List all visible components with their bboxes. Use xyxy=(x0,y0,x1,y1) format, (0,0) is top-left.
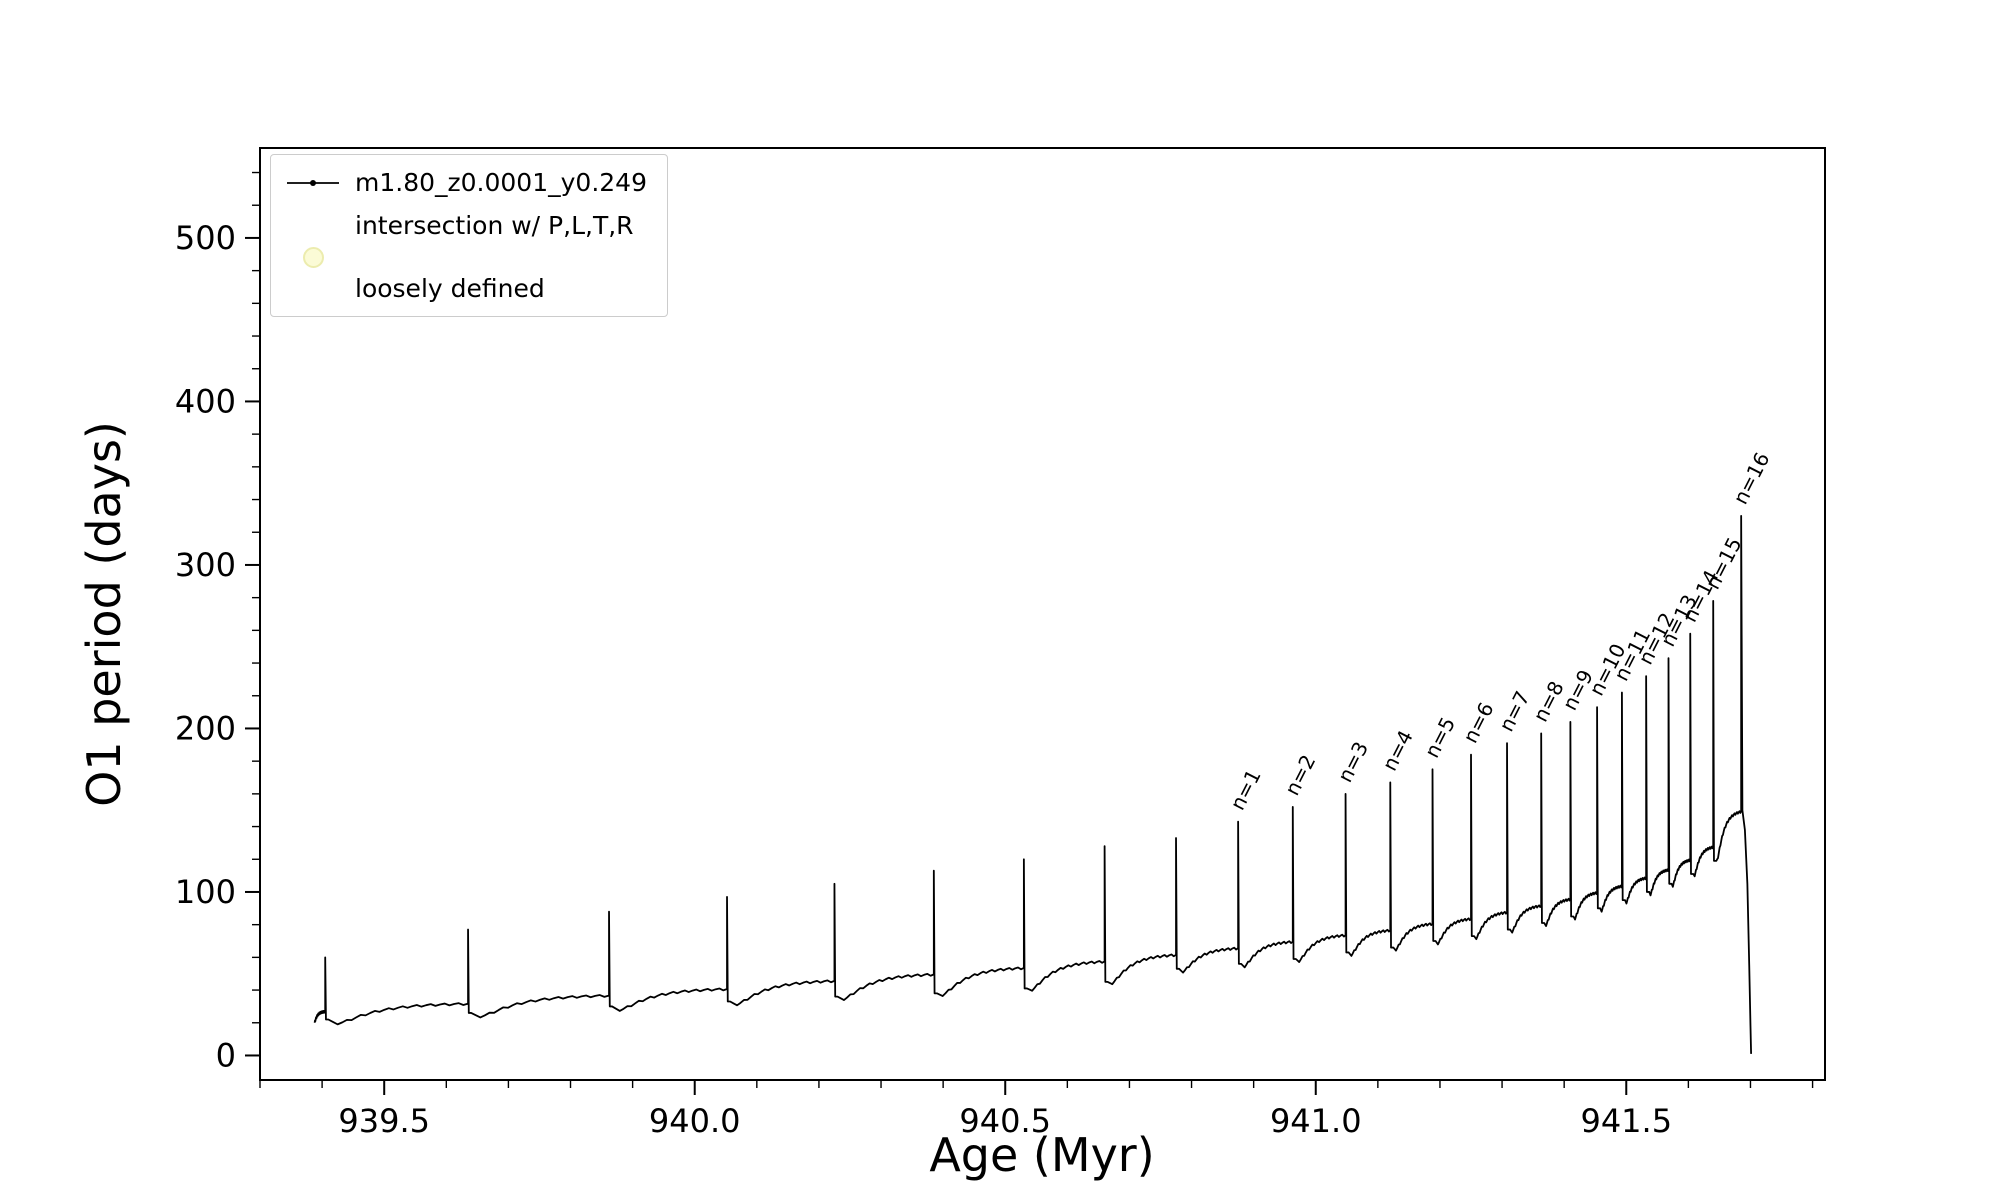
legend-entry-intersection: intersection w/ P,L,T,R loosely defined xyxy=(285,210,647,304)
spike-annotation: n=16 xyxy=(1728,448,1774,508)
x-tick-label: 940.0 xyxy=(649,1102,741,1140)
y-tick-label: 200 xyxy=(175,709,236,747)
legend-line-dot-marker-icon xyxy=(285,174,341,192)
spike-annotation: n=2 xyxy=(1280,751,1321,799)
legend-series-label: m1.80_z0.0001_y0.249 xyxy=(355,168,647,197)
y-tick-label: 500 xyxy=(175,219,236,257)
spike-annotation: n=15 xyxy=(1700,533,1746,593)
legend-circle-marker-icon xyxy=(285,246,341,268)
spike-annotation: n=1 xyxy=(1225,765,1266,813)
legend-intersection-label: intersection w/ P,L,T,R loosely defined xyxy=(355,211,634,303)
y-tick-label: 400 xyxy=(175,382,236,420)
data-series-line xyxy=(313,514,1752,1054)
x-tick-label: 939.5 xyxy=(338,1102,430,1140)
y-tick-label: 0 xyxy=(216,1036,236,1074)
axes-spines xyxy=(259,147,1826,1081)
legend-entry-series: m1.80_z0.0001_y0.249 xyxy=(285,167,647,198)
spike-annotation: n=3 xyxy=(1333,738,1374,786)
x-axis-label: Age (Myr) xyxy=(929,1128,1155,1182)
y-axis-label: O1 period (days) xyxy=(77,421,131,807)
spike-annotation: n=5 xyxy=(1420,713,1461,761)
x-tick-label: 940.5 xyxy=(959,1102,1051,1140)
spike-annotation: n=6 xyxy=(1458,698,1499,746)
legend: m1.80_z0.0001_y0.249 intersection w/ P,L… xyxy=(270,154,668,317)
y-tick-label: 300 xyxy=(175,546,236,584)
x-tick-label: 941.5 xyxy=(1580,1102,1672,1140)
x-tick-label: 941.0 xyxy=(1270,1102,1362,1140)
spike-annotation: n=4 xyxy=(1377,726,1418,774)
y-tick-label: 100 xyxy=(175,873,236,911)
spike-annotation: n=7 xyxy=(1494,687,1535,735)
